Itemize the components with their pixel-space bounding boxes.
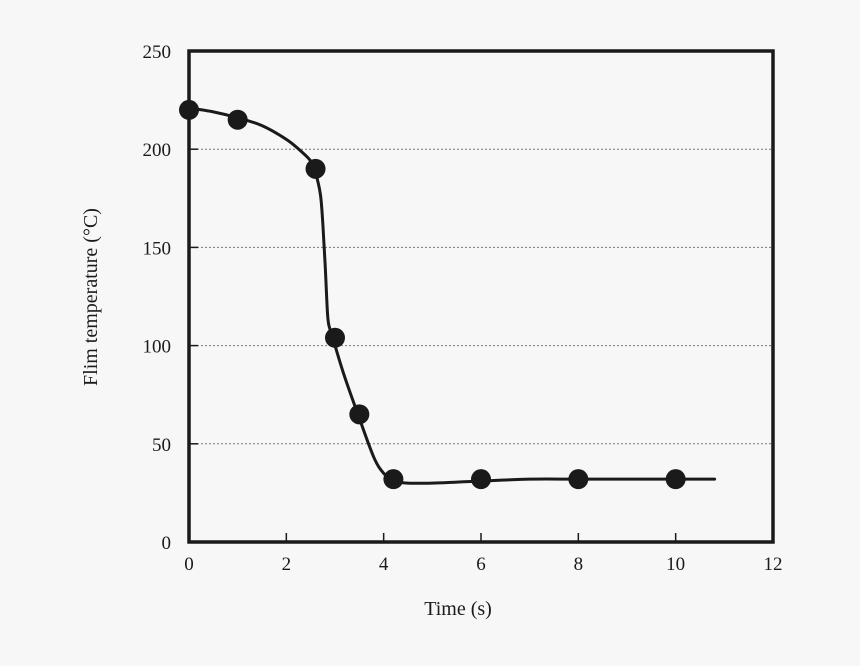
x-axis-label: Time (s) (424, 598, 492, 620)
y-tick-label-200: 200 (143, 140, 172, 161)
data-point-4 (349, 404, 370, 425)
temperature-curve (187, 106, 717, 485)
x-tick-label-0: 0 (184, 554, 194, 575)
x-tick-label-8: 8 (574, 554, 584, 575)
plot-frame (187, 49, 775, 544)
grid-lines (189, 148, 773, 445)
data-point-5 (383, 469, 404, 490)
data-markers (179, 99, 686, 490)
axis-ticks: 0 2 4 6 8 10 12 0 50 100 150 200 250 (143, 42, 783, 575)
y-tick-label-100: 100 (143, 337, 172, 358)
x-tick-label-6: 6 (476, 554, 486, 575)
y-tick-label-150: 150 (143, 238, 172, 259)
data-point-1 (227, 109, 248, 130)
y-tick-label-50: 50 (152, 435, 171, 456)
x-tick-label-4: 4 (379, 554, 389, 575)
y-tick-label-250: 250 (143, 42, 172, 63)
data-point-7 (568, 469, 589, 490)
data-point-0 (179, 99, 199, 120)
data-point-2 (305, 158, 326, 179)
x-tick-label-12: 12 (764, 554, 783, 575)
x-tick-label-10: 10 (666, 554, 685, 575)
data-point-6 (471, 469, 491, 490)
x-tick-label-2: 2 (282, 554, 292, 575)
plot-border (187, 49, 775, 544)
data-point-8 (665, 469, 686, 490)
y-tick-label-0: 0 (162, 533, 172, 554)
y-axis-label: Flim temperature (°C) (80, 208, 102, 386)
fit-curve (187, 106, 717, 485)
data-point-3 (325, 327, 345, 348)
